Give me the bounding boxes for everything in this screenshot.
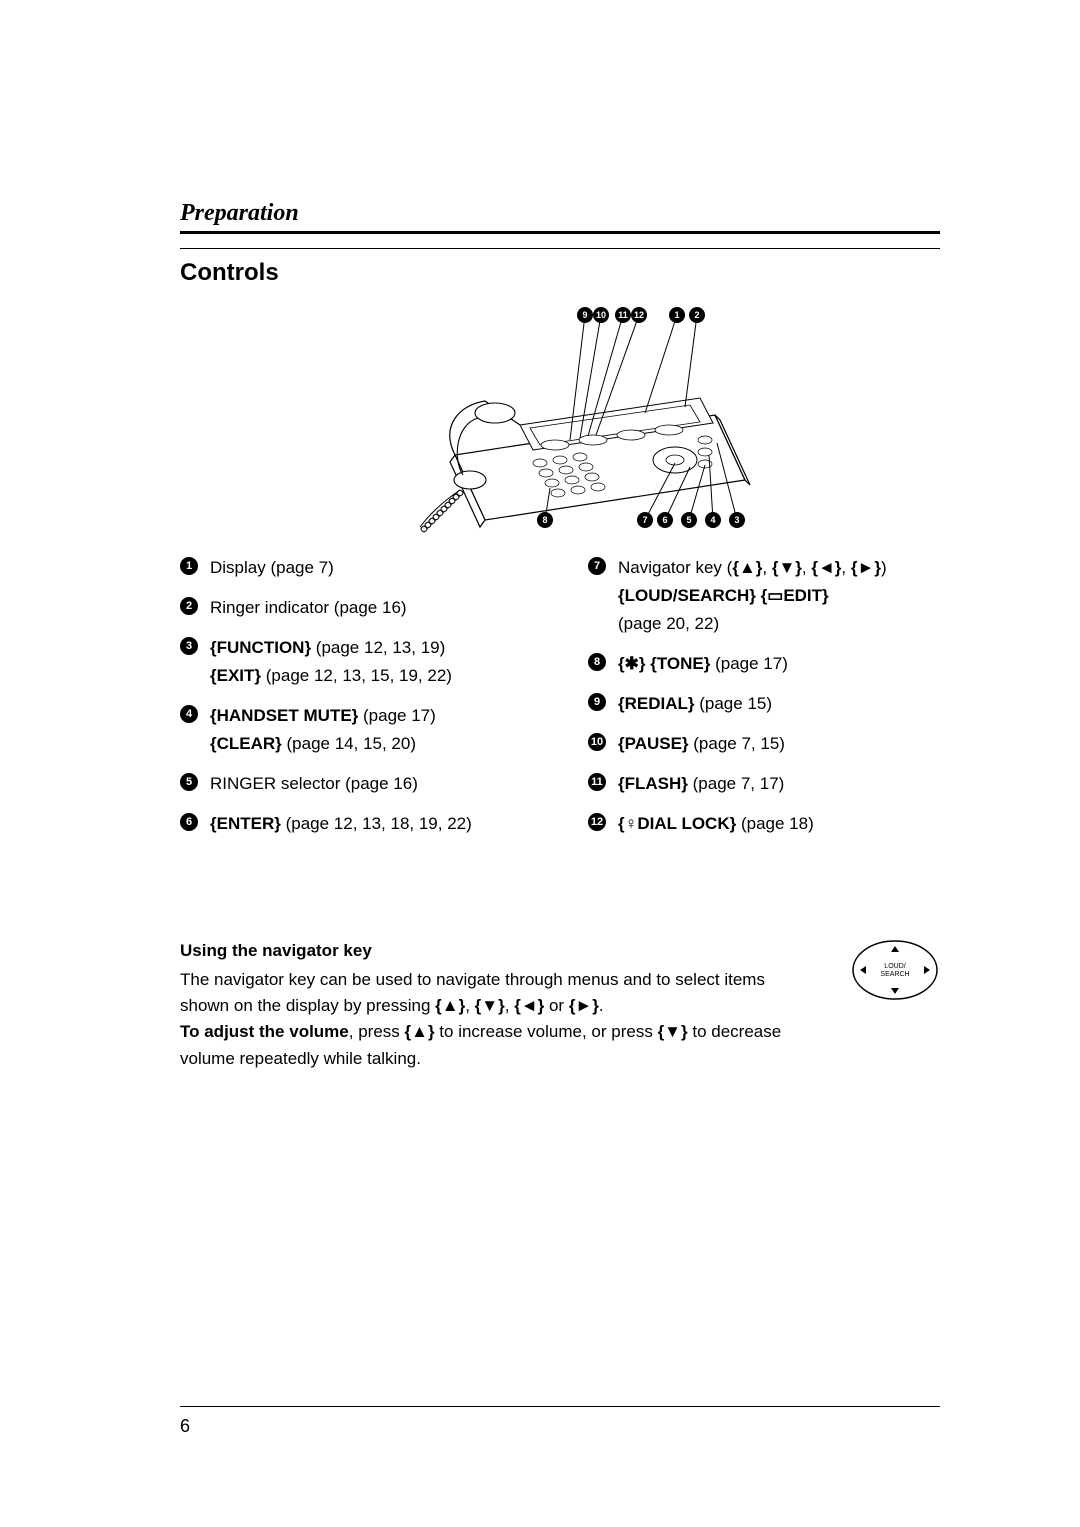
nav-icon-label2: SEARCH xyxy=(880,971,909,978)
svg-text:8: 8 xyxy=(542,515,547,525)
legend-number-icon: 12 xyxy=(588,813,606,831)
nav-paragraph-2: To adjust the volume, press {▲} to incre… xyxy=(180,1019,810,1072)
legend-item: 9 {REDIAL} (page 15) xyxy=(588,690,940,718)
legend-text: Ringer indicator (page 16) xyxy=(210,594,532,622)
section-header: Preparation xyxy=(180,200,940,227)
legend-text: {♀DIAL LOCK} (page 18) xyxy=(618,810,940,838)
svg-text:11: 11 xyxy=(618,310,628,320)
legend-text: Navigator key ({▲}, {▼}, {◄}, {►}){LOUD/… xyxy=(618,554,940,638)
svg-text:5: 5 xyxy=(686,515,691,525)
svg-text:1: 1 xyxy=(674,310,679,320)
legend-number-icon: 3 xyxy=(180,637,198,655)
nav-p1-keys: {▲}, {▼}, {◄} or {►}. xyxy=(435,996,603,1015)
legend-left-column: 1 Display (page 7) 2 Ringer indicator (page… xyxy=(180,554,532,850)
legend-text: Display (page 7) xyxy=(210,554,532,582)
svg-text:12: 12 xyxy=(634,310,644,320)
legend-number-icon: 10 xyxy=(588,733,606,751)
legend-item: 6 {ENTER} (page 12, 13, 18, 19, 22) xyxy=(180,810,532,838)
page-number: 6 xyxy=(180,1416,190,1437)
manual-page: Preparation Controls 910111212876543 1Di… xyxy=(0,0,1080,1527)
legend-number-icon: 5 xyxy=(180,773,198,791)
legend-text: {PAUSE} (page 7, 15) xyxy=(618,730,940,758)
legend-right-column: 7 Navigator key ({▲}, {▼}, {◄}, {►}){LOUD… xyxy=(588,554,940,850)
navigator-key-icon: LOUD/ SEARCH xyxy=(850,938,940,1002)
navigator-key-section: Using the navigator key The navigator ke… xyxy=(180,938,940,1072)
legend-text: {✱} {TONE} (page 17) xyxy=(618,650,940,678)
legend-item: 7 Navigator key ({▲}, {▼}, {◄}, {►}){LOUD… xyxy=(588,554,940,638)
legend-text: {REDIAL} (page 15) xyxy=(618,690,940,718)
nav-icon-label1: LOUD/ xyxy=(884,963,905,970)
legend-item: 2 Ringer indicator (page 16) xyxy=(180,594,532,622)
nav-paragraph-1: The navigator key can be used to navigat… xyxy=(180,967,810,1020)
legend: 1 Display (page 7) 2 Ringer indicator (page… xyxy=(180,554,940,850)
legend-number-icon: 8 xyxy=(588,653,606,671)
svg-text:9: 9 xyxy=(582,310,587,320)
svg-text:6: 6 xyxy=(662,515,667,525)
legend-text: {FUNCTION} (page 12, 13, 19){EXIT} (page… xyxy=(210,634,532,690)
legend-item: 10 {PAUSE} (page 7, 15) xyxy=(588,730,940,758)
nav-subheading: Using the navigator key xyxy=(180,938,810,964)
svg-text:10: 10 xyxy=(596,310,606,320)
legend-number-icon: 4 xyxy=(180,705,198,723)
nav-p2-lead: To adjust the volume xyxy=(180,1022,349,1041)
legend-text: {FLASH} (page 7, 17) xyxy=(618,770,940,798)
legend-item: 12 {♀DIAL LOCK} (page 18) xyxy=(588,810,940,838)
svg-text:4: 4 xyxy=(710,515,715,525)
legend-number-icon: 9 xyxy=(588,693,606,711)
svg-text:2: 2 xyxy=(694,310,699,320)
legend-text: {ENTER} (page 12, 13, 18, 19, 22) xyxy=(210,810,532,838)
legend-text: RINGER selector (page 16) xyxy=(210,770,532,798)
legend-number-icon: 11 xyxy=(588,773,606,791)
legend-number-icon: 7 xyxy=(588,557,606,575)
legend-item: 4 {HANDSET MUTE} (page 17){CLEAR} (page 1… xyxy=(180,702,532,758)
legend-number-icon: 6 xyxy=(180,813,198,831)
legend-item: 8 {✱} {TONE} (page 17) xyxy=(588,650,940,678)
rule-thick xyxy=(180,231,940,234)
legend-item: 1 Display (page 7) xyxy=(180,554,532,582)
legend-item: 11 {FLASH} (page 7, 17) xyxy=(588,770,940,798)
legend-number-icon: 2 xyxy=(180,597,198,615)
svg-text:3: 3 xyxy=(734,515,739,525)
legend-text: {HANDSET MUTE} (page 17){CLEAR} (page 14… xyxy=(210,702,532,758)
page-title: Controls xyxy=(180,259,940,287)
legend-item: 5 RINGER selector (page 16) xyxy=(180,770,532,798)
legend-item: 3 {FUNCTION} (page 12, 13, 19){EXIT} (pag… xyxy=(180,634,532,690)
footer-rule xyxy=(180,1406,940,1407)
svg-text:7: 7 xyxy=(642,515,647,525)
legend-number-icon: 1 xyxy=(180,557,198,575)
rule-thin xyxy=(180,248,940,249)
phone-diagram: 910111212876543 xyxy=(180,295,940,540)
